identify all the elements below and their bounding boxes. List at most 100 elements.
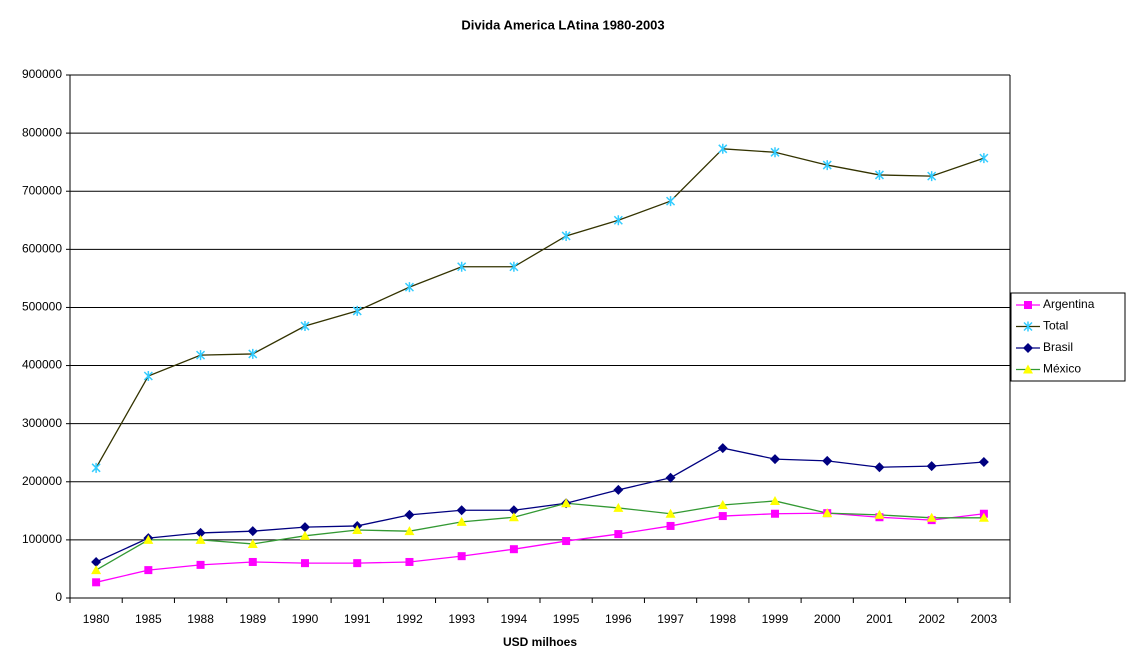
x-tick-label: 1989 [239,612,266,626]
marker [770,495,780,505]
marker [91,462,101,473]
marker [718,512,727,521]
x-tick-label: 2001 [866,612,893,626]
y-tick-label: 400000 [22,358,62,372]
marker [457,552,466,561]
marker [300,530,310,540]
marker [978,512,989,522]
x-tick-label: 1985 [135,612,162,626]
marker [144,566,153,575]
marker [195,534,206,544]
marker [1023,321,1033,332]
marker [770,147,780,158]
marker [1023,343,1033,353]
marker [143,534,154,544]
x-tick-label: 1998 [709,612,736,626]
marker [666,521,675,530]
y-tick-label: 600000 [22,242,62,256]
marker [717,443,728,454]
x-tick-label: 1988 [187,612,214,626]
marker [874,462,885,473]
marker [456,516,467,526]
x-tick-label: 1980 [83,612,110,626]
marker [300,522,310,533]
marker [300,321,310,332]
x-tick-label: 1993 [448,612,475,626]
marker [770,454,780,465]
y-tick-label: 100000 [22,532,62,546]
marker [143,371,153,382]
x-tick-label: 1999 [762,612,789,626]
y-tick-label: 0 [55,590,62,604]
series-line [95,148,985,469]
marker [404,282,414,293]
marker [301,559,309,568]
series-line [95,447,984,563]
series-line [95,500,984,571]
marker [1023,364,1033,374]
marker [927,171,937,182]
marker [509,545,518,554]
marker [562,537,571,546]
y-tick-label: 300000 [22,416,62,430]
marker [874,169,884,180]
x-axis-title: USD milhoes [503,635,577,649]
y-tick-label: 900000 [22,67,62,81]
marker [978,457,989,468]
marker [91,565,102,575]
x-tick-label: 1992 [396,612,423,626]
x-tick-label: 1990 [292,612,319,626]
marker [91,556,102,567]
marker [457,261,467,272]
marker [874,509,885,519]
marker [926,461,937,472]
x-tick-label: 1991 [344,612,371,626]
x-tick-label: 2000 [814,612,841,626]
marker [822,508,833,518]
marker [195,527,206,538]
marker [665,472,676,483]
marker [247,538,258,548]
marker [979,153,989,164]
marker [92,578,101,587]
legend-label: Brasil [1043,340,1073,354]
marker [405,557,414,566]
legend-label: México [1043,362,1081,376]
legend-label: Argentina [1043,297,1095,311]
marker [718,143,728,154]
marker [613,484,624,495]
x-tick-label: 1996 [605,612,632,626]
x-tick-label: 1997 [657,612,684,626]
marker [248,557,257,566]
series-line [95,512,984,583]
y-tick-label: 200000 [22,474,62,488]
marker [352,525,363,535]
marker [196,560,205,569]
marker [404,509,415,520]
marker [561,498,572,508]
marker [248,348,258,359]
marker [613,502,624,512]
marker [456,505,467,516]
chart-title: Divida America LAtina 1980-2003 [461,17,664,32]
marker [508,505,519,516]
legend-label: Total [1043,319,1068,333]
marker [666,196,676,207]
marker [822,160,832,171]
x-tick-label: 2002 [918,612,945,626]
y-tick-label: 700000 [22,183,62,197]
marker [561,230,571,241]
x-tick-label: 2003 [971,612,998,626]
marker [771,509,779,518]
marker [926,512,937,522]
marker [352,305,362,316]
x-tick-label: 1995 [553,612,580,626]
marker [508,512,519,522]
marker [404,526,415,536]
marker [822,455,833,466]
marker [665,508,676,518]
marker [1024,301,1032,309]
y-tick-label: 500000 [22,300,62,314]
x-tick-label: 1994 [501,612,528,626]
